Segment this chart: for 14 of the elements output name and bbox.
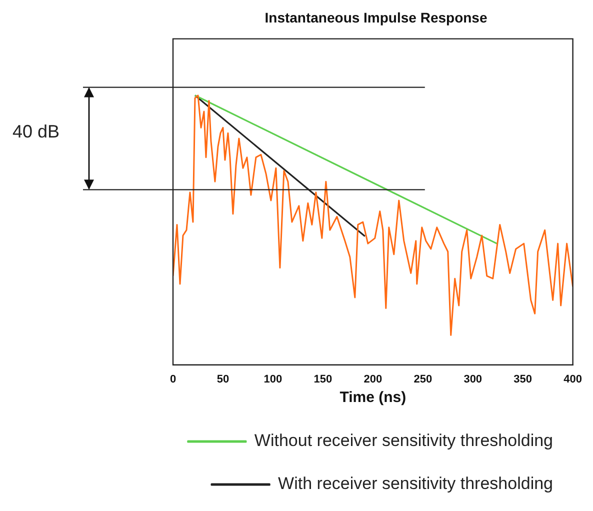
- x-tick-label: 0: [170, 373, 176, 386]
- x-tick-label: 50: [216, 373, 230, 386]
- text: 40 dB: [12, 121, 60, 142]
- chart-title: Instantaneous Impulse Response: [264, 9, 488, 26]
- legend-label: Without receiver sensitivity thresholding: [254, 431, 554, 450]
- x-tick-label: 300: [464, 373, 482, 386]
- x-tick-label: 400: [564, 373, 582, 386]
- x-axis-title: Time (ns): [340, 389, 406, 406]
- x-tick-label: 100: [264, 373, 282, 386]
- x-tick-label: 150: [314, 373, 332, 386]
- x-tick-label: 200: [364, 373, 382, 386]
- legend-label: With receiver sensitivity thresholding: [278, 474, 554, 494]
- x-tick-label: 250: [414, 373, 432, 386]
- x-tick-label: 350: [514, 373, 532, 386]
